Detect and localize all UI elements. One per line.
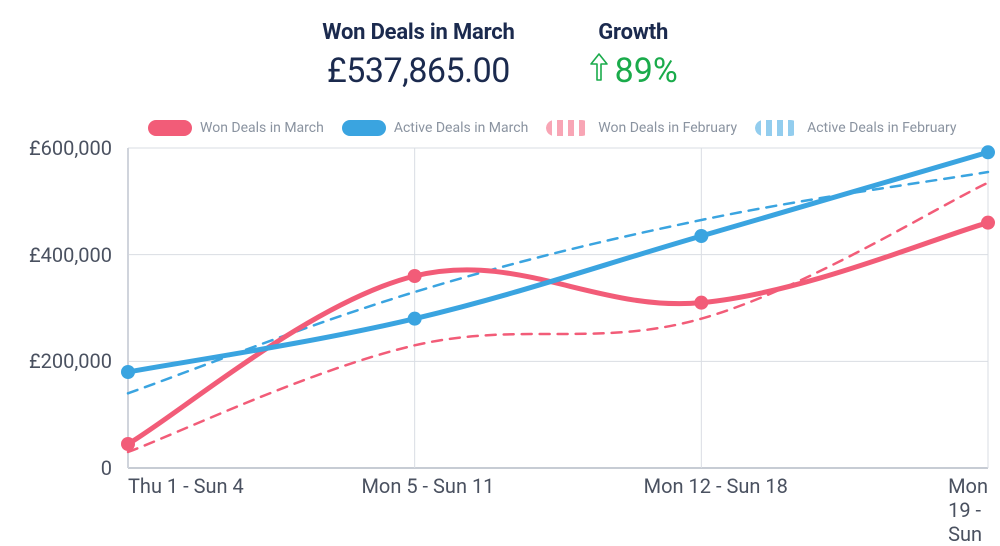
series-marker bbox=[121, 365, 135, 379]
x-tick-label: Mon 5 - Sun 11 bbox=[361, 474, 494, 498]
metric-won-deals: Won Deals in March £537,865.00 bbox=[322, 20, 514, 91]
y-tick-label: £200,000 bbox=[12, 349, 112, 373]
series-marker bbox=[408, 269, 422, 283]
header: Won Deals in March £537,865.00 Growth 89… bbox=[0, 20, 1000, 91]
metric-growth: Growth 89% bbox=[589, 20, 678, 91]
x-tick-label: Mon 12 - Sun 18 bbox=[644, 474, 788, 498]
series-marker bbox=[694, 296, 708, 310]
legend-label: Won Deals in February bbox=[598, 120, 737, 136]
y-tick-label: £400,000 bbox=[12, 243, 112, 267]
legend-label: Active Deals in March bbox=[394, 120, 528, 136]
y-tick-label: £600,000 bbox=[12, 136, 112, 160]
legend-swatch bbox=[148, 120, 192, 136]
chart-plot bbox=[128, 148, 988, 468]
series-marker bbox=[981, 145, 995, 159]
legend-swatch bbox=[342, 120, 386, 136]
growth-percent: 89% bbox=[615, 51, 678, 91]
legend-item: Active Deals in February bbox=[755, 120, 956, 136]
legend-label: Won Deals in March bbox=[200, 120, 324, 136]
y-tick-label: 0 bbox=[12, 456, 112, 480]
series-marker bbox=[694, 229, 708, 243]
x-tick-label: Mon 19 - Sun bbox=[948, 474, 988, 546]
series-line bbox=[128, 183, 988, 452]
arrow-up-icon bbox=[589, 51, 609, 91]
legend-item: Won Deals in March bbox=[148, 120, 324, 136]
legend-item: Active Deals in March bbox=[342, 120, 528, 136]
legend-swatch bbox=[546, 120, 590, 136]
legend-item: Won Deals in February bbox=[546, 120, 737, 136]
chart: 0£200,000£400,000£600,000Thu 1 - Sun 4Mo… bbox=[28, 148, 988, 508]
series-marker bbox=[408, 312, 422, 326]
x-tick-label: Thu 1 - Sun 4 bbox=[128, 474, 244, 498]
growth-label: Growth bbox=[589, 20, 678, 45]
metric-value: £537,865.00 bbox=[322, 51, 514, 91]
legend-label: Active Deals in February bbox=[807, 120, 956, 136]
series-marker bbox=[981, 216, 995, 230]
metric-label: Won Deals in March bbox=[322, 20, 514, 45]
dashboard-card: Won Deals in March £537,865.00 Growth 89… bbox=[0, 0, 1000, 540]
growth-value: 89% bbox=[589, 51, 678, 91]
series-line bbox=[128, 152, 988, 372]
legend: Won Deals in March Active Deals in March W… bbox=[148, 120, 992, 136]
series-marker bbox=[121, 437, 135, 451]
legend-swatch bbox=[755, 120, 799, 136]
